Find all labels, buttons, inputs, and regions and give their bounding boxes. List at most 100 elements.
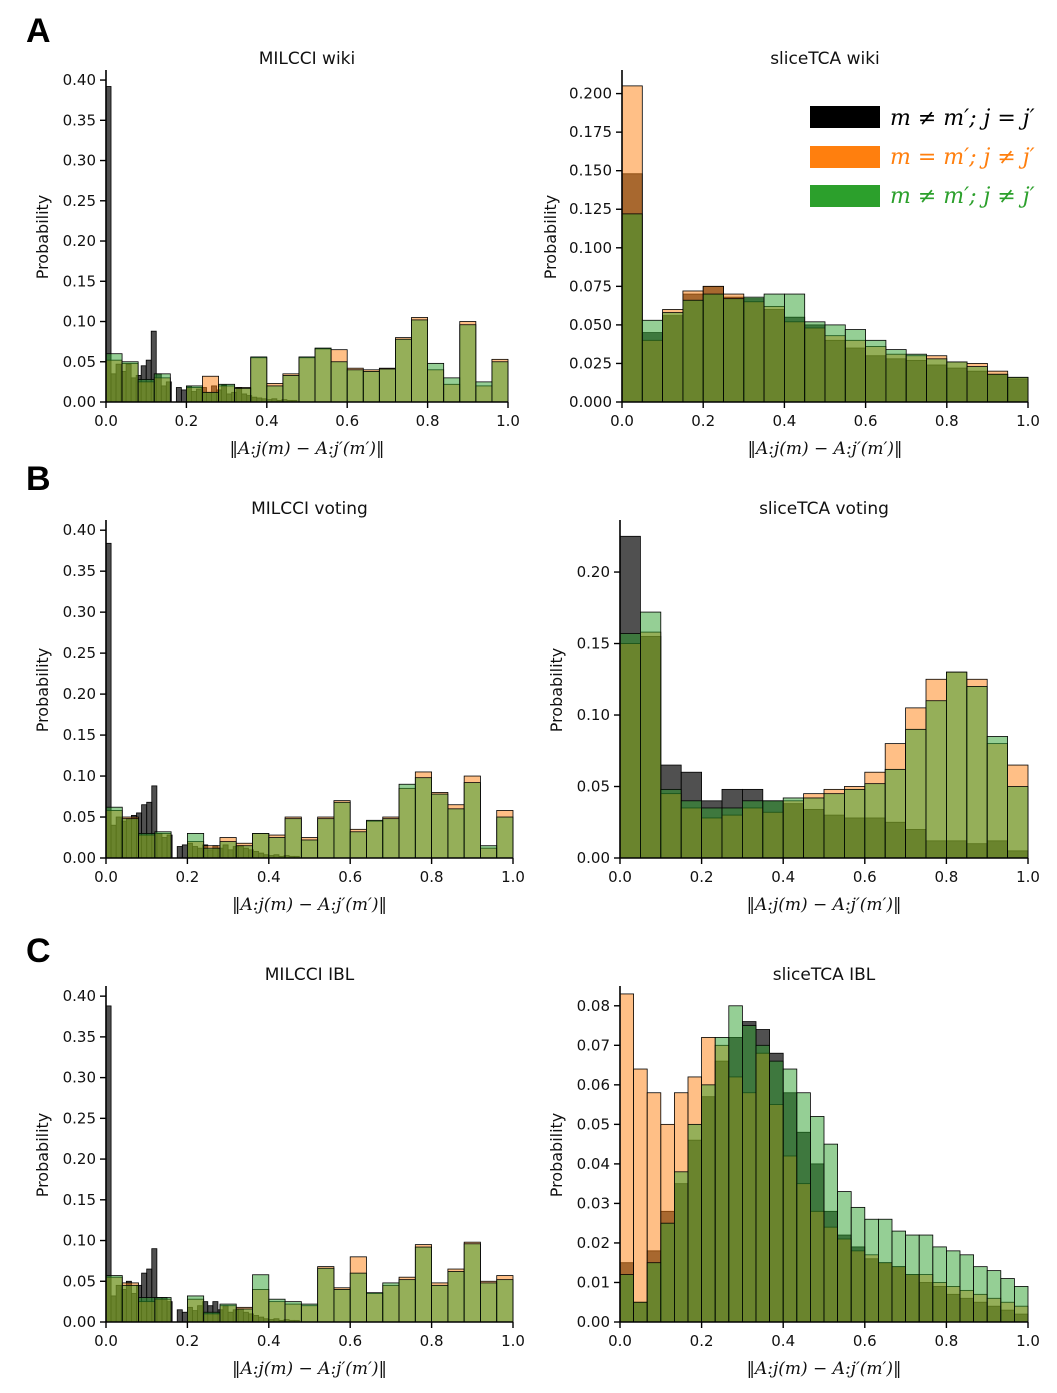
y-tick-label: 0.05 [63, 808, 96, 826]
bar [284, 1301, 302, 1323]
y-tick-label: 0.35 [63, 111, 96, 129]
bar [850, 1206, 866, 1323]
bar [382, 818, 400, 859]
bar [987, 373, 1009, 403]
bar [252, 833, 270, 859]
bar [844, 788, 866, 859]
bar [619, 633, 641, 859]
bar [349, 831, 367, 859]
bar [431, 1284, 449, 1323]
x-axis-label: ‖A:j(m) − A:j′(m′)‖ [232, 1359, 387, 1379]
bar [723, 298, 745, 403]
bar [398, 1279, 416, 1323]
y-tick-label: 0.40 [63, 521, 96, 539]
x-tick-label: 0.4 [771, 868, 795, 886]
x-tick-label: 0.6 [338, 1332, 362, 1350]
y-tick-label: 0.20 [63, 1150, 96, 1168]
bar [742, 800, 764, 859]
y-tick-label: 0.200 [569, 85, 612, 103]
chart-5: MILCCI IBL 0.0 0.2 0.4 0.6 0.8 1.0 0.00 0.05 0.10… [33, 965, 525, 1379]
x-tick-label: 0.0 [94, 1332, 118, 1350]
bar [218, 383, 236, 403]
bar [219, 841, 237, 859]
legend-label-2: m = m′; j ≠ j′ [890, 145, 1035, 170]
panel-label-a: A [26, 12, 51, 50]
bar [268, 837, 286, 859]
bar [1007, 786, 1029, 859]
bar [946, 361, 968, 403]
y-tick-label: 0.20 [63, 232, 96, 250]
y-axis-label: Probability [541, 195, 560, 280]
bar [138, 1297, 156, 1323]
x-tick-label: 0.6 [853, 868, 877, 886]
bar [137, 379, 155, 403]
bar [1007, 376, 1029, 403]
series-black [105, 542, 300, 859]
bar [235, 1308, 253, 1323]
bar [864, 783, 886, 859]
bar [824, 324, 846, 403]
x-axis-label: ‖A:j(m) − A:j′(m′)‖ [229, 439, 384, 459]
y-tick-label: 0.00 [63, 393, 96, 411]
bar [463, 1243, 481, 1323]
x-tick-label: 0.8 [420, 1332, 444, 1350]
y-tick-label: 0.06 [577, 1076, 610, 1094]
x-tick-label: 0.6 [853, 1332, 877, 1350]
bar [966, 366, 988, 403]
bar [362, 371, 380, 403]
bar [925, 700, 947, 859]
bar [796, 1092, 811, 1323]
bar [1000, 1278, 1015, 1323]
y-tick-label: 0.30 [63, 603, 96, 621]
legend-label-3: m ≠ m′; j ≠ j′ [890, 184, 1035, 209]
bar [459, 324, 477, 403]
bar [330, 361, 348, 403]
x-axis-label: ‖A:j(m) − A:j′(m′)‖ [232, 895, 387, 915]
x-tick-label: 0.2 [175, 1332, 199, 1350]
y-tick-label: 0.125 [569, 200, 612, 218]
y-tick-label: 0.08 [577, 997, 610, 1015]
bar [641, 319, 663, 403]
x-tick-label: 0.8 [934, 1332, 958, 1350]
bar [701, 1084, 716, 1323]
x-tick-label: 1.0 [1016, 868, 1040, 886]
bar [633, 1301, 648, 1323]
bar [986, 1270, 1002, 1323]
bar [175, 387, 182, 403]
bar [810, 1116, 825, 1323]
bar [865, 339, 887, 403]
y-tick-label: 0.15 [63, 726, 96, 744]
bar [619, 993, 635, 1323]
bar [844, 329, 866, 403]
bar [154, 1297, 172, 1323]
y-tick-label: 0.00 [63, 1313, 96, 1331]
charts-container: MILCCI wiki 0.0 0.2 0.4 0.6 0.8 1.0 0.00 0.05 0.1… [33, 49, 1040, 1379]
x-axis-label: ‖A:j(m) − A:j′(m′)‖ [746, 895, 901, 915]
y-tick-label: 0.05 [577, 1115, 610, 1133]
x-tick-label: 0.2 [175, 868, 199, 886]
y-tick-label: 0.050 [569, 316, 612, 334]
y-tick-label: 0.175 [569, 123, 612, 141]
bar [121, 818, 139, 859]
y-tick-label: 0.10 [63, 313, 96, 331]
bar [235, 845, 253, 859]
y-tick-label: 0.10 [63, 767, 96, 785]
y-tick-label: 0.15 [63, 272, 96, 290]
y-tick-label: 0.40 [63, 71, 96, 89]
y-tick-label: 0.15 [577, 635, 610, 653]
bar [918, 1234, 934, 1323]
bar [905, 728, 927, 859]
chart-1: MILCCI wiki 0.0 0.2 0.4 0.6 0.8 1.0 0.00 0.05 0.1… [33, 49, 520, 459]
bar [687, 1123, 703, 1323]
bar [680, 800, 703, 859]
legend-swatch-1 [810, 106, 880, 128]
bar [180, 389, 187, 403]
x-tick-label: 0.0 [608, 868, 632, 886]
y-tick-label: 0.025 [569, 354, 612, 372]
y-tick-label: 0.00 [63, 849, 96, 867]
x-tick-label: 1.0 [501, 1332, 525, 1350]
y-tick-label: 0.30 [63, 152, 96, 170]
bar [203, 847, 221, 859]
bar [121, 361, 139, 403]
